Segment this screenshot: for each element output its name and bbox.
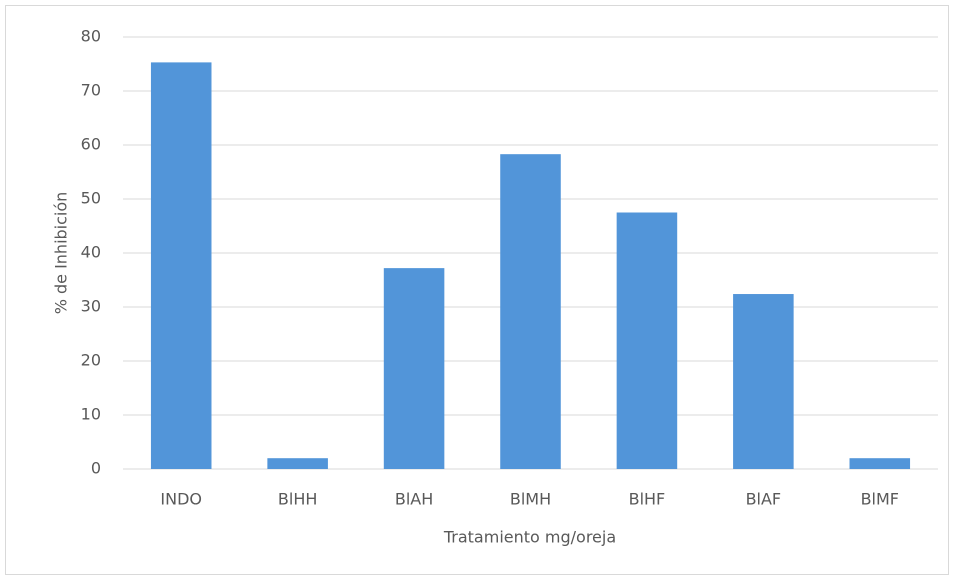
bar <box>383 268 445 469</box>
x-tick-label: BlHH <box>278 490 317 509</box>
y-tick-label: 70 <box>81 81 101 100</box>
y-axis-title: % de Inhibición <box>52 192 71 315</box>
bar <box>616 212 678 469</box>
x-tick-label: INDO <box>160 490 202 509</box>
x-tick-label: BlAF <box>746 490 782 509</box>
x-tick-label: BlMH <box>510 490 551 509</box>
y-tick-label: 50 <box>81 189 101 208</box>
y-tick-label: 20 <box>81 351 101 370</box>
x-tick-label: BlAH <box>395 490 433 509</box>
y-tick-label: 80 <box>81 27 101 46</box>
bar <box>733 294 794 469</box>
y-tick-label: 60 <box>81 135 101 154</box>
bar <box>267 458 328 469</box>
bar <box>150 62 212 469</box>
x-axis-title: Tratamiento mg/oreja <box>443 528 616 547</box>
y-tick-label: 40 <box>81 243 101 262</box>
y-tick-label: 30 <box>81 297 101 316</box>
bar <box>500 154 561 469</box>
bar <box>849 458 911 469</box>
y-tick-label: 0 <box>91 459 101 478</box>
y-tick-label: 10 <box>81 405 101 424</box>
x-tick-label: BlHF <box>629 490 666 509</box>
x-tick-label: BlMF <box>861 490 899 509</box>
